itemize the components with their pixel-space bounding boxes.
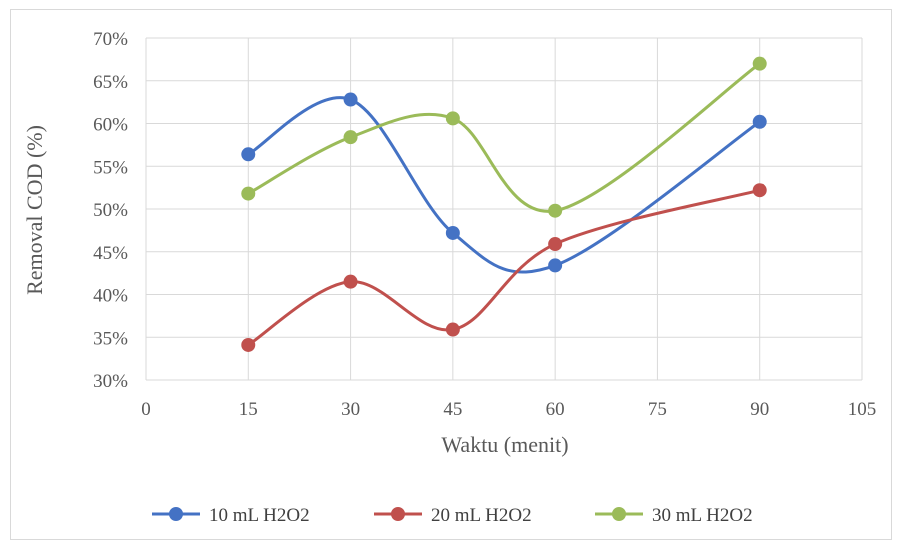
y-tick-label: 60%	[93, 115, 128, 136]
data-point	[548, 203, 563, 218]
series-line	[246, 62, 762, 213]
y-tick-label: 40%	[93, 286, 128, 307]
legend-marker	[391, 507, 405, 521]
y-tick-label: 55%	[93, 157, 128, 178]
x-tick-label: 60	[546, 399, 565, 420]
data-point	[241, 147, 256, 162]
legend-item: 20 mL H2O2	[374, 505, 532, 526]
x-tick-label: 15	[239, 399, 258, 420]
y-axis-ticks: 30% 35% 40% 45% 50% 55% 60% 65% 70%	[93, 29, 128, 392]
data-point	[752, 183, 767, 198]
legend-item: 10 mL H2O2	[152, 505, 310, 526]
data-point	[445, 111, 460, 126]
x-axis-ticks: 0 15 30 45 60 75 90 105	[141, 399, 876, 420]
x-tick-label: 75	[648, 399, 667, 420]
legend-label: 30 mL H2O2	[652, 505, 753, 526]
legend-label: 10 mL H2O2	[209, 505, 310, 526]
series-1	[241, 92, 767, 274]
x-axis-title: Waktu (menit)	[441, 432, 568, 457]
x-tick-label: 30	[341, 399, 360, 420]
data-point	[548, 258, 563, 273]
legend: 10 mL H2O2 20 mL H2O2 30 mL H2O2	[152, 505, 753, 526]
data-point	[752, 114, 767, 129]
chart-frame	[10, 9, 892, 540]
x-tick-label: 105	[848, 399, 877, 420]
y-tick-label: 35%	[93, 328, 128, 349]
series-2	[241, 183, 767, 352]
data-point	[241, 337, 256, 352]
y-tick-label: 50%	[93, 200, 128, 221]
y-axis-title: Removal COD (%)	[22, 125, 47, 295]
data-point	[343, 274, 358, 289]
data-point	[445, 225, 460, 240]
legend-marker	[612, 507, 626, 521]
gridlines	[145, 37, 863, 381]
legend-item: 30 mL H2O2	[595, 505, 753, 526]
series-3	[241, 56, 767, 218]
data-point	[445, 322, 460, 337]
series-line	[246, 188, 762, 347]
series-group	[241, 56, 767, 352]
x-tick-label: 0	[141, 399, 151, 420]
data-point	[241, 186, 256, 201]
x-tick-label: 90	[750, 399, 769, 420]
legend-marker	[169, 507, 183, 521]
y-tick-label: 65%	[93, 72, 128, 93]
data-point	[548, 237, 563, 252]
data-point	[343, 92, 358, 107]
legend-label: 20 mL H2O2	[431, 505, 532, 526]
data-point	[752, 56, 767, 71]
y-tick-label: 70%	[93, 29, 128, 50]
y-tick-label: 45%	[93, 243, 128, 264]
y-tick-label: 30%	[93, 371, 128, 392]
data-point	[343, 130, 358, 145]
x-tick-label: 45	[443, 399, 462, 420]
